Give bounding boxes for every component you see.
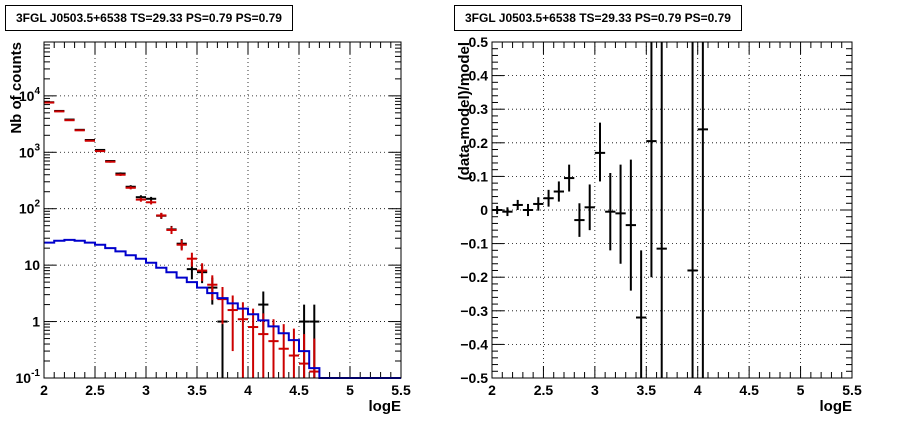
y-tick-label: 0.1 — [469, 168, 489, 184]
y-tick-label: 0.4 — [469, 68, 489, 84]
y-axis-title: (data-model)/model — [456, 42, 473, 180]
x-tick-label: 3 — [142, 382, 150, 398]
x-tick-label: 3 — [591, 382, 599, 398]
y-tick-label: 0.5 — [469, 34, 489, 50]
y-tick-label: 0.2 — [469, 135, 489, 151]
y-tick-label: −0.4 — [460, 336, 488, 352]
x-tick-label: 4 — [694, 382, 702, 398]
x-tick-label: 4.5 — [289, 382, 309, 398]
x-tick-label: 3.5 — [637, 382, 657, 398]
x-tick-label: 3.5 — [187, 382, 207, 398]
y-tick-label: 0 — [480, 202, 488, 218]
x-tick-label: 5.5 — [391, 382, 411, 398]
x-tick-label: 5 — [346, 382, 354, 398]
x-tick-label: 2.5 — [85, 382, 105, 398]
counts-chart: 2 2.5 3 3.5 4 4.5 5 5.5 10-1 1 10 102 103 104 logE Nb o… — [8, 41, 411, 415]
x-tick-label: 5 — [797, 382, 805, 398]
y-tick-label: 103 — [19, 142, 41, 160]
x-tick-label: 2.5 — [534, 382, 554, 398]
y-tick-label: −0.5 — [460, 370, 488, 386]
x-tick-label: 2 — [488, 382, 496, 398]
y-tick-label: 10 — [24, 257, 40, 273]
model-histogram-line — [44, 238, 401, 379]
left-panel-title: 3FGL J0503.5+6538 TS=29.33 PS=0.79 PS=0.… — [5, 5, 293, 31]
x-axis-title: logE — [369, 398, 402, 415]
y-tick-label: 102 — [19, 199, 41, 217]
x-tick-label: 2 — [40, 382, 48, 398]
y-axis-title: Nb of counts — [8, 42, 25, 134]
plot-frame — [491, 41, 853, 379]
y-tick-label: 104 — [19, 86, 41, 104]
x-tick-label: 5.5 — [842, 382, 862, 398]
x-tick-label: 4 — [244, 382, 252, 398]
y-tick-label: 1 — [32, 314, 40, 330]
residuals-chart: 2 2.5 3 3.5 4 4.5 5 5.5 −0.5 −0.4 −0.3 −0.2 −0.1 0 0.1… — [456, 34, 862, 415]
y-tick-label: −0.2 — [460, 269, 488, 285]
x-axis-title: logE — [820, 398, 853, 415]
right-panel-title: 3FGL J0503.5+6538 TS=29.33 PS=0.79 PS=0.… — [454, 5, 742, 31]
plot-frame — [43, 41, 402, 379]
x-tick-label: 4.5 — [739, 382, 759, 398]
y-tick-label: 10-1 — [16, 368, 41, 386]
y-tick-label: 0.3 — [469, 101, 489, 117]
y-tick-label: −0.1 — [460, 236, 488, 252]
y-tick-label: −0.3 — [460, 303, 488, 319]
